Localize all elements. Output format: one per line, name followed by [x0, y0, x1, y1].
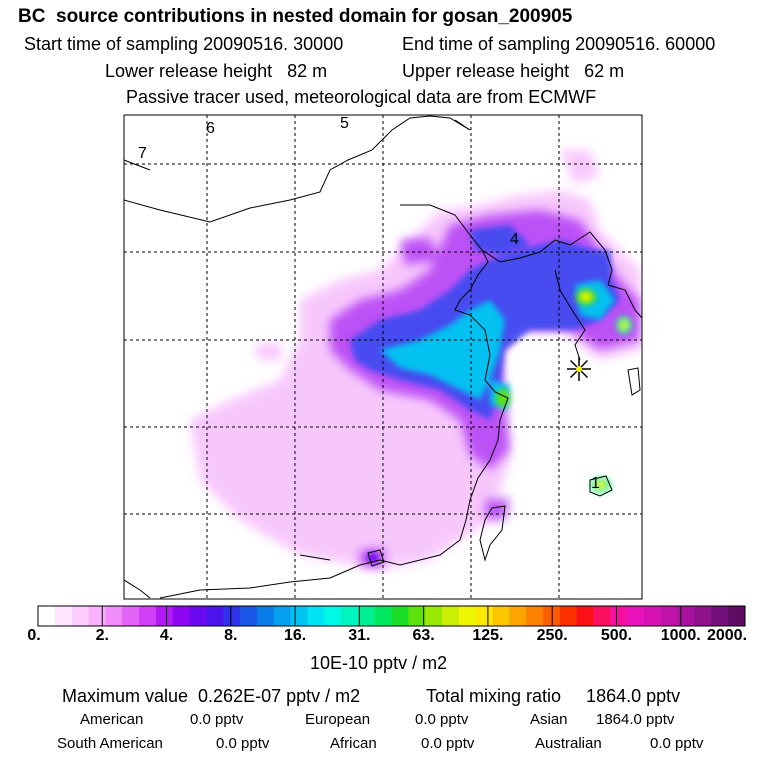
lower-release-height-text: Lower release height 82 m	[105, 61, 328, 81]
colorbar-swatch	[644, 606, 662, 626]
colorbar-swatch	[155, 606, 174, 626]
sampling-end-text: End time of sampling 20090516. 60000	[402, 34, 716, 54]
colorbar-tick-label: 63.	[412, 627, 435, 644]
colorbar-swatch	[357, 606, 376, 626]
colorbar-tick-label: 16.	[283, 627, 307, 644]
colorbar-swatch	[273, 606, 291, 626]
colorbar-swatch	[38, 606, 56, 626]
colorbar-swatch	[425, 606, 443, 626]
colorbar-tick-label: 125.	[472, 627, 504, 644]
colorbar-tick-label: 0.	[27, 627, 41, 644]
colorbar	[37, 605, 746, 627]
colorbar-swatch	[610, 606, 628, 626]
colorbar-tick-label: 2000.	[706, 627, 748, 644]
colorbar-swatch	[408, 606, 426, 626]
concentration-field	[124, 115, 642, 599]
colorbar-tick-label: 31.	[348, 627, 371, 644]
colorbar-swatch	[391, 606, 409, 626]
region-label-6: 6	[206, 120, 215, 137]
colorbar-swatch	[374, 606, 392, 626]
region-value-american: 0.0 pptv	[190, 711, 244, 728]
colorbar-tick-label: 8.	[224, 627, 238, 644]
region-value-australian: 0.0 pptv	[650, 735, 704, 752]
colorbar-swatch	[458, 606, 477, 626]
colorbar-tick-label: 1000.	[660, 627, 701, 644]
maximum-value-text: Maximum value 0.262E-07 pptv / m2	[62, 686, 361, 706]
coastline	[124, 115, 642, 599]
plot-title: BC source contributions in nested domain…	[18, 6, 573, 27]
region-name-asian: Asian	[530, 711, 568, 728]
colorbar-swatch	[543, 606, 561, 626]
colorbar-swatch	[105, 606, 123, 626]
region-value-south-american: 0.0 pptv	[216, 735, 270, 752]
colorbar-tick-label: 500.	[600, 627, 633, 644]
region-label-4: 4	[510, 231, 519, 248]
colorbar-swatch	[677, 606, 695, 626]
colorbar-swatch	[593, 606, 611, 626]
sampling-start-text: Start time of sampling 20090516. 30000	[24, 34, 344, 54]
map-frame	[123, 114, 643, 600]
region-value-european: 0.0 pptv	[415, 711, 469, 728]
colorbar-tick-label: 250.	[536, 627, 568, 644]
colorbar-swatch	[71, 606, 89, 626]
colorbar-swatch	[324, 606, 342, 626]
region-label-5: 5	[340, 115, 349, 132]
colorbar-swatch	[627, 606, 645, 626]
colorbar-swatch	[290, 606, 308, 626]
colorbar-swatch	[728, 606, 746, 626]
colorbar-swatch	[475, 606, 493, 626]
colorbar-swatch	[711, 606, 729, 626]
region-label-7: 7	[138, 145, 147, 162]
colorbar-swatch	[172, 606, 190, 626]
colorbar-swatch	[54, 606, 73, 626]
upper-release-height-text: Upper release height 62 m	[402, 61, 625, 81]
total-mixing-ratio-text: Total mixing ratio 1864.0 pptv	[426, 686, 681, 706]
colorbar-swatch	[223, 606, 241, 626]
colorbar-swatch	[492, 606, 510, 626]
region-name-australian: Australian	[535, 735, 602, 752]
region-label-1: 1	[591, 475, 600, 492]
colorbar-swatch	[509, 606, 527, 626]
colorbar-swatch	[694, 606, 712, 626]
colorbar-swatch	[256, 606, 275, 626]
colorbar-swatch	[206, 606, 224, 626]
region-value-asian: 1864.0 pptv	[596, 711, 675, 728]
colorbar-swatch	[559, 606, 578, 626]
tracer-info-text: Passive tracer used, meteorological data…	[126, 87, 597, 107]
region-name-european: European	[305, 711, 371, 728]
colorbar-swatch	[240, 606, 258, 626]
colorbar-swatch	[576, 606, 594, 626]
colorbar-tick-label: 2.	[95, 627, 109, 644]
colorbar-swatch	[122, 606, 140, 626]
colorbar-swatch	[307, 606, 325, 626]
colorbar-swatch	[526, 606, 544, 626]
region-name-american: American	[80, 711, 144, 728]
colorbar-swatch	[660, 606, 679, 626]
colorbar-swatch	[88, 606, 106, 626]
region-name-african: African	[330, 735, 377, 752]
colorbar-tick-label: 4.	[159, 627, 174, 644]
colorbar-ticks	[37, 606, 746, 626]
region-value-african: 0.0 pptv	[421, 735, 475, 752]
colorbar-swatch	[442, 606, 460, 626]
colorbar-unit: 10E-10 pptv / m2	[310, 653, 448, 673]
receptor-star-marker	[567, 357, 591, 381]
colorbar-swatch	[139, 606, 157, 626]
colorbar-swatch	[189, 606, 207, 626]
region-name-south-american: South American	[57, 735, 163, 752]
lat-lon-grid	[124, 115, 642, 599]
colorbar-swatch	[341, 606, 359, 626]
